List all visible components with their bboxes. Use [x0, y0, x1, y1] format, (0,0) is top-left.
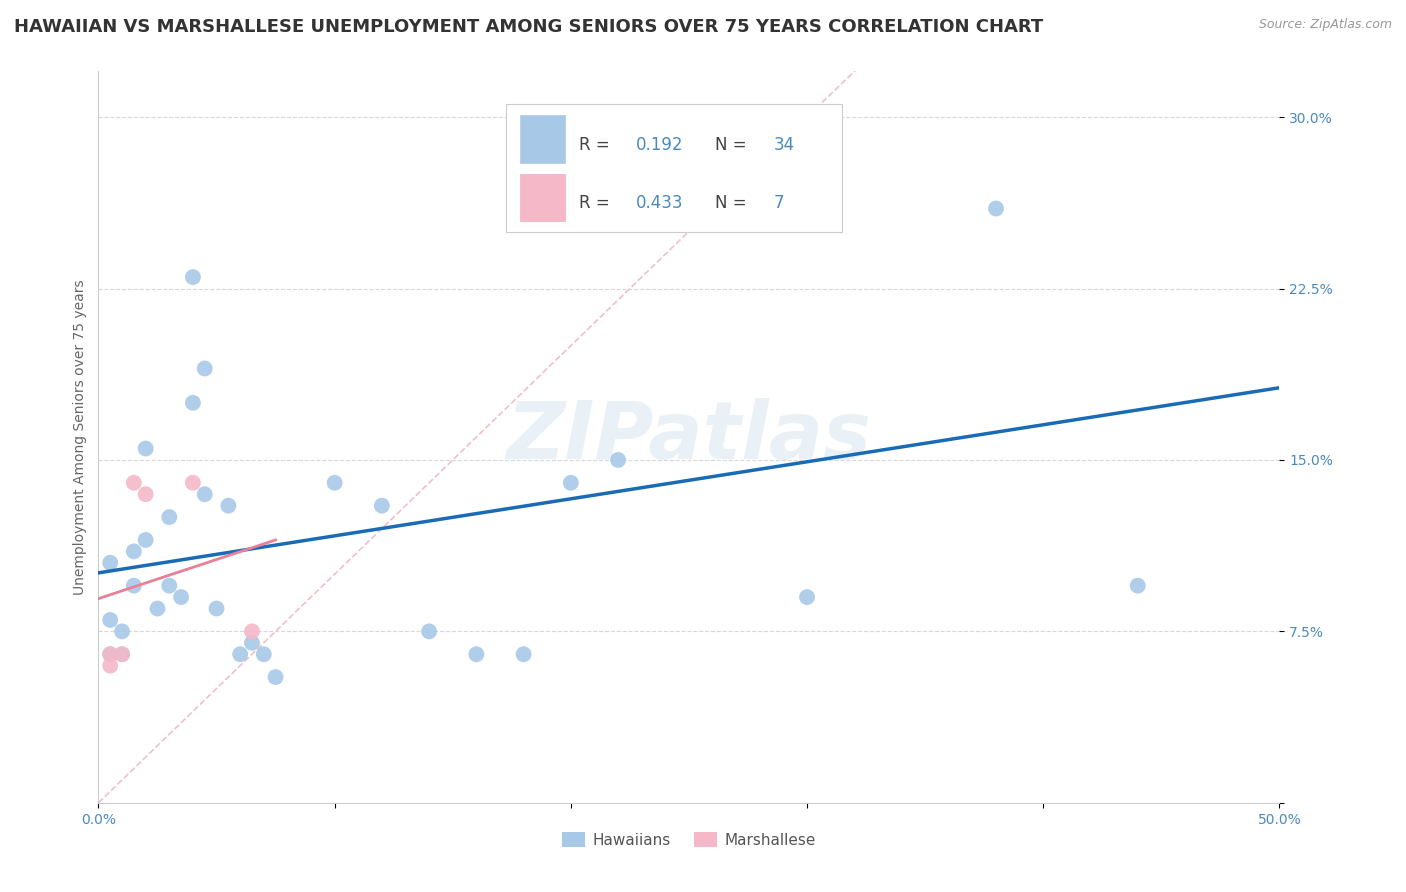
Text: ZIPatlas: ZIPatlas [506, 398, 872, 476]
Point [170, 590, 193, 604]
Point [512, 647, 534, 661]
Point [98, 647, 121, 661]
Y-axis label: Unemployment Among Seniors over 75 years: Unemployment Among Seniors over 75 years [73, 279, 87, 595]
Text: 34: 34 [773, 136, 796, 153]
Point [181, 396, 204, 410]
Point [122, 475, 145, 490]
Point [98, 556, 121, 570]
Point [371, 499, 394, 513]
Point [984, 202, 1007, 216]
Point [157, 579, 180, 593]
Point [111, 647, 134, 661]
Point [111, 647, 134, 661]
Point [98, 613, 121, 627]
Point [122, 544, 145, 558]
Point [98, 647, 121, 661]
Text: HAWAIIAN VS MARSHALLESE UNEMPLOYMENT AMONG SENIORS OVER 75 YEARS CORRELATION CHA: HAWAIIAN VS MARSHALLESE UNEMPLOYMENT AMO… [14, 18, 1043, 36]
Point [607, 453, 630, 467]
FancyBboxPatch shape [520, 115, 565, 163]
Text: N =: N = [714, 194, 752, 212]
Point [217, 499, 239, 513]
Point [122, 579, 145, 593]
Text: 0.192: 0.192 [636, 136, 683, 153]
Point [135, 487, 157, 501]
Point [240, 624, 263, 639]
Point [323, 475, 346, 490]
Text: N =: N = [714, 136, 752, 153]
Point [111, 624, 134, 639]
Point [796, 590, 818, 604]
Point [157, 510, 180, 524]
Text: 0.433: 0.433 [636, 194, 683, 212]
Point [205, 601, 228, 615]
Point [253, 647, 276, 661]
Point [560, 475, 582, 490]
FancyBboxPatch shape [506, 104, 842, 232]
Point [194, 487, 217, 501]
Point [229, 647, 252, 661]
Text: R =: R = [579, 194, 614, 212]
FancyBboxPatch shape [520, 174, 565, 221]
Point [240, 636, 263, 650]
Point [181, 475, 204, 490]
Text: Source: ZipAtlas.com: Source: ZipAtlas.com [1258, 18, 1392, 31]
Text: 7: 7 [773, 194, 785, 212]
Point [702, 155, 724, 169]
Text: R =: R = [579, 136, 614, 153]
Legend: Hawaiians, Marshallese: Hawaiians, Marshallese [555, 825, 823, 854]
Point [181, 270, 204, 285]
Point [465, 647, 488, 661]
Point [146, 601, 169, 615]
Point [1126, 579, 1149, 593]
Point [135, 442, 157, 456]
Point [418, 624, 440, 639]
Point [135, 533, 157, 547]
Point [194, 361, 217, 376]
Point [264, 670, 287, 684]
Point [98, 658, 121, 673]
